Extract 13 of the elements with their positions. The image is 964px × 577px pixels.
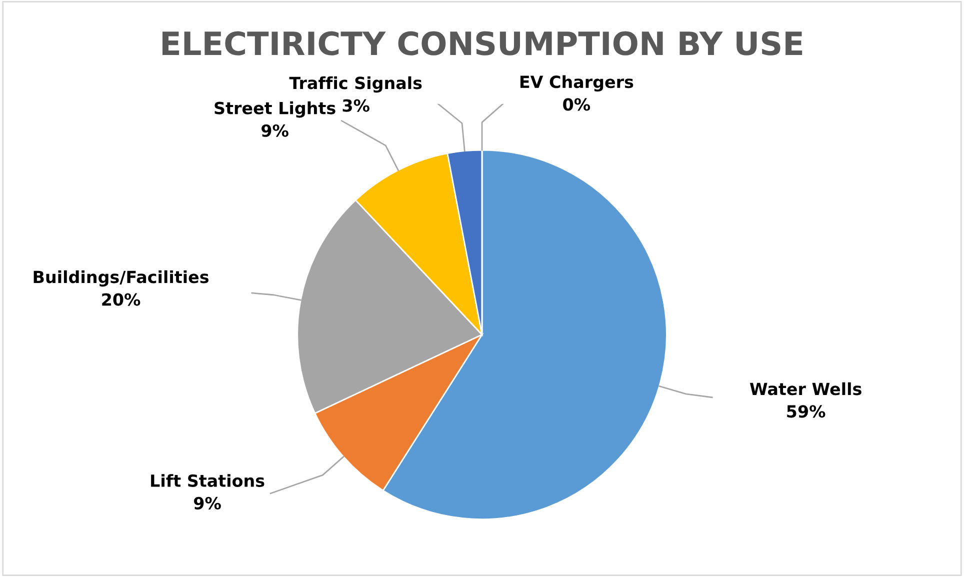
text: 0% [563,98,590,111]
data-label: 59% [787,405,826,418]
chart-title: ELECTIRICTY CONSUMPTION BY USE [162,31,802,56]
category-label: EV Chargers [520,75,634,92]
data-label: 20% [102,293,140,306]
slice-label: Water Wells [750,382,862,396]
slice-label: Street Lights [214,101,336,118]
slice-label: Traffic Signals [289,76,422,93]
slice-label: Lift Stations [151,474,264,487]
data-label: 3% [342,99,370,112]
slice-label: Buildings/Facilities [34,270,208,287]
data-label: 9% [262,124,288,137]
data-label: 9% [194,496,221,510]
